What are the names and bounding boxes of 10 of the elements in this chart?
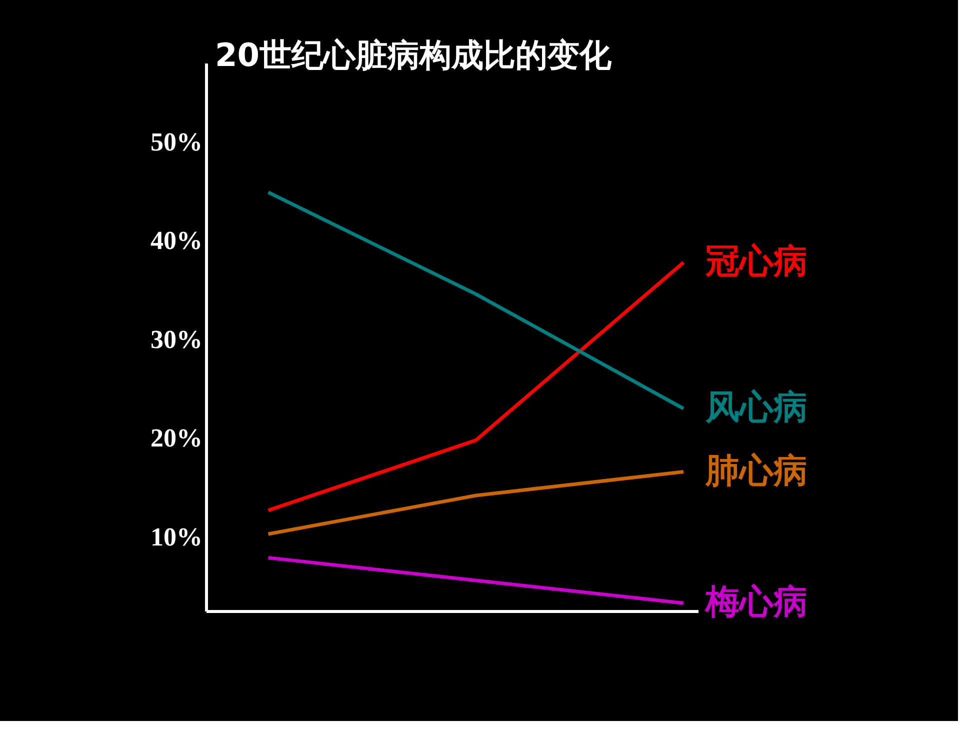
chart-title: 20世纪心脏病构成比的变化 — [215, 36, 613, 74]
y-tick-label: 40% — [150, 226, 202, 256]
series-label: 风心病 — [704, 388, 808, 428]
y-tick-label: 10% — [150, 522, 202, 552]
series-label: 梅心病 — [703, 582, 808, 622]
y-tick-label: 20% — [150, 424, 202, 453]
y-tick-label: 30% — [150, 324, 202, 354]
y-tick-label: 50% — [150, 127, 202, 156]
series-label: 肺心病 — [704, 450, 808, 491]
series-label: 冠心病 — [704, 241, 808, 282]
